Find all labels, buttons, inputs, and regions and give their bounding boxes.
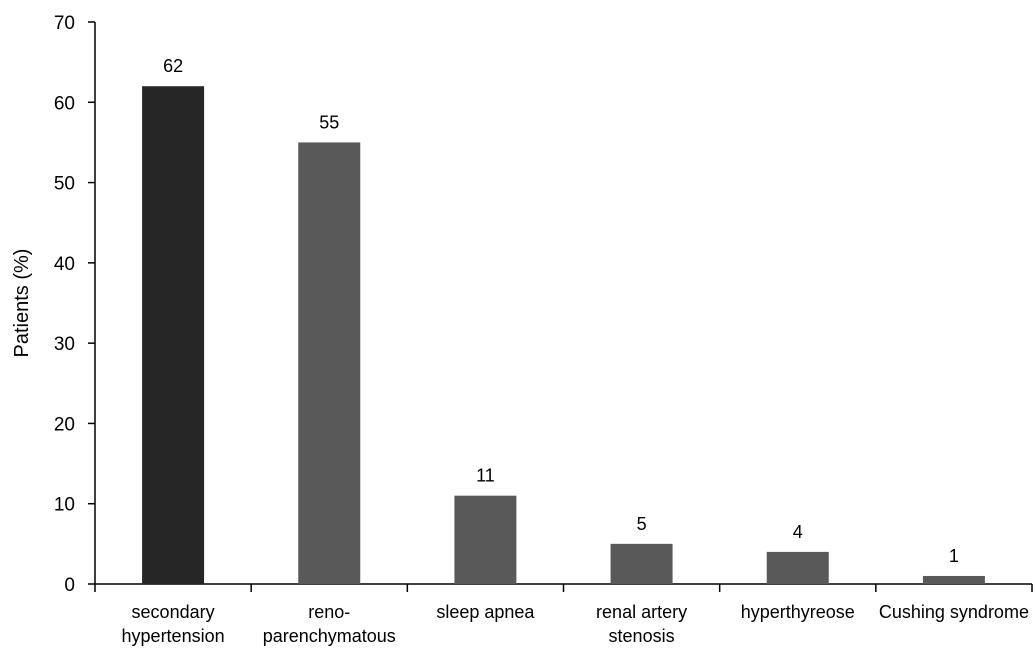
category-label: parenchymatous [263,626,396,646]
bar [454,495,517,584]
category-label: secondary [132,602,215,622]
bar [298,142,361,584]
category-label: Cushing syndrome [879,602,1029,622]
data-label: 1 [949,546,959,566]
x-axis-ticks [94,584,1033,592]
y-tick-label: 10 [54,495,75,516]
category-label: stenosis [609,626,675,646]
y-tick-label: 60 [54,93,75,114]
y-axis-title: Patients (%) [11,249,33,358]
data-label: 4 [793,522,803,542]
data-label: 5 [637,514,647,534]
bar-series [142,86,985,584]
data-label: 62 [163,56,183,76]
category-label: hypertension [122,626,225,646]
category-label: sleep apnea [436,602,535,622]
y-tick-label: 30 [54,334,75,355]
y-tick-label: 40 [54,254,75,275]
y-axis-ticks: 0 10 20 30 40 50 60 70 [54,13,95,596]
y-tick-label: 70 [54,13,75,34]
category-label: hyperthyreose [741,602,855,622]
data-label: 55 [319,112,339,132]
bar [922,575,985,584]
y-tick-label: 0 [64,575,75,596]
category-label: reno- [308,602,350,622]
bar [610,543,673,584]
data-label: 11 [476,466,495,486]
bar [766,551,829,584]
category-labels: secondary hypertension reno-parenchymatous… [122,602,1029,646]
bar [142,86,205,584]
y-tick-label: 20 [54,414,75,435]
data-labels: 62 55 11 5 4 1 [163,56,959,566]
y-tick-label: 50 [54,174,75,195]
category-label: renal artery [596,602,687,622]
